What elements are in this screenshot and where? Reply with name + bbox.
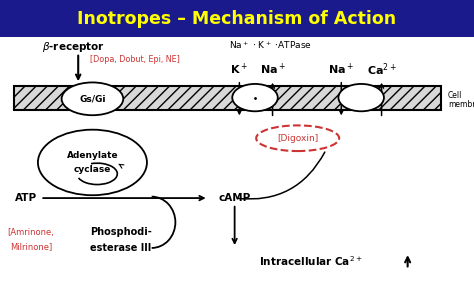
Text: [Amrinone,: [Amrinone, [8, 228, 54, 237]
Text: Gs/Gi: Gs/Gi [79, 94, 106, 103]
Bar [0, 0, 474, 37]
Text: Inotropes – Mechanism of Action: Inotropes – Mechanism of Action [77, 9, 397, 28]
Text: esterase III: esterase III [90, 243, 152, 253]
Text: [Dopa, Dobut, Epi, NE]: [Dopa, Dobut, Epi, NE] [90, 55, 180, 64]
Text: cyclase: cyclase [74, 165, 111, 174]
Text: Ca$^{2+}$: Ca$^{2+}$ [367, 62, 396, 78]
Text: membrane: membrane [448, 100, 474, 109]
Circle shape [338, 84, 384, 111]
Text: cAMP: cAMP [219, 193, 251, 203]
Ellipse shape [62, 82, 123, 115]
Text: Phosphodi-: Phosphodi- [90, 227, 152, 237]
Text: [Digoxin]: [Digoxin] [277, 134, 319, 143]
Text: Na$^+$: Na$^+$ [260, 62, 285, 78]
Text: Intracellular Ca$^{2+}$: Intracellular Ca$^{2+}$ [259, 254, 362, 268]
Text: ATP: ATP [15, 193, 37, 203]
Text: Adenylate: Adenylate [67, 151, 118, 160]
Text: K$^+$: K$^+$ [230, 62, 248, 78]
Circle shape [38, 130, 147, 195]
Text: Na$^+$ $\cdot$ K$^+$ $\cdot$ATPase: Na$^+$ $\cdot$ K$^+$ $\cdot$ATPase [228, 40, 312, 52]
Bar [14, 86, 441, 110]
Text: Milrinone]: Milrinone] [9, 242, 52, 251]
Text: Cell: Cell [448, 91, 462, 100]
Circle shape [232, 84, 278, 111]
Text: $\beta$-receptor: $\beta$-receptor [42, 40, 105, 54]
Ellipse shape [256, 125, 339, 151]
Text: Na$^+$: Na$^+$ [328, 62, 354, 78]
